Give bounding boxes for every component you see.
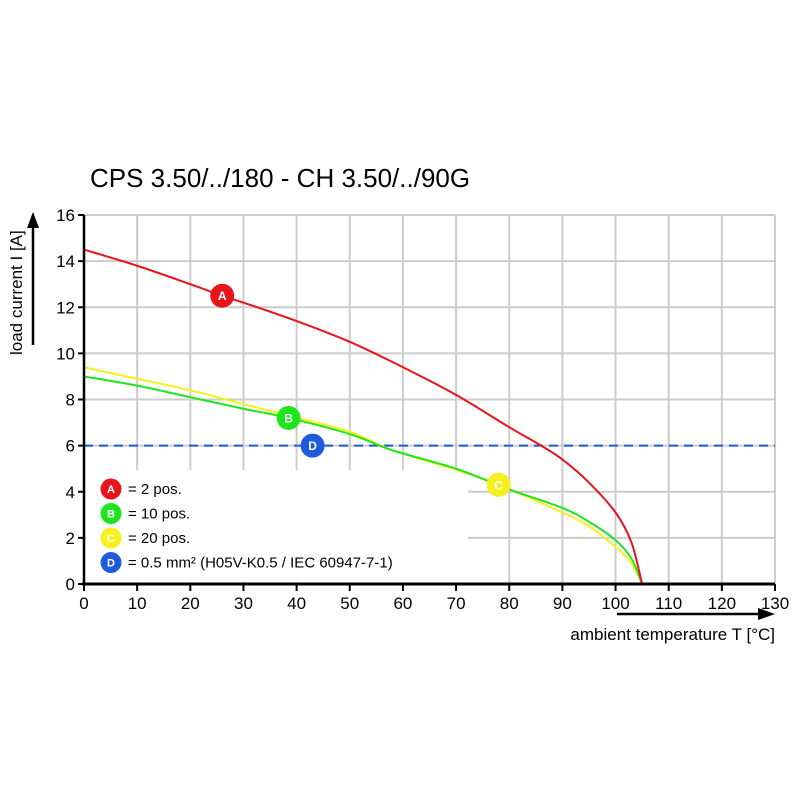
x-axis-label: ambient temperature T [°C]	[570, 625, 775, 644]
y-tick-label: 10	[56, 344, 75, 363]
series-marker-A	[210, 283, 235, 308]
legend-marker-C	[100, 527, 122, 549]
x-tick-label: 120	[708, 594, 736, 613]
x-tick-label: 40	[287, 594, 306, 613]
y-tick-label: 8	[66, 391, 75, 410]
legend-marker-label: B	[107, 509, 115, 521]
legend-marker-B	[100, 503, 122, 524]
x-tick-label: 0	[79, 594, 88, 613]
legend-entry: = 0.5 mm² (H05V-K0.5 / IEC 60947-7-1)	[128, 555, 393, 572]
y-tick-label: 16	[56, 206, 75, 225]
legend-entry: = 20 pos.	[128, 530, 190, 547]
x-tick-label: 20	[181, 594, 200, 613]
x-tick-label: 110	[655, 594, 682, 613]
series-lines	[83, 248, 775, 585]
legend-entry: = 2 pos.	[128, 481, 182, 498]
legend-marker-label: D	[107, 558, 115, 570]
series-line-B	[83, 375, 644, 585]
x-tick-label: 80	[500, 594, 519, 613]
x-tick-label: 90	[553, 594, 572, 613]
legend-marker-label: A	[107, 484, 115, 496]
series-markers: A B C D	[210, 283, 511, 497]
series-line-A	[83, 248, 644, 585]
y-tick-label: 2	[66, 529, 75, 548]
series-marker-label: D	[308, 439, 317, 453]
x-tick-label: 100	[601, 594, 629, 613]
y-axis-label: load current I [A]	[7, 230, 26, 355]
series-marker-label: C	[494, 478, 503, 492]
y-tick-label: 12	[56, 298, 75, 317]
y-tick-label: 4	[66, 483, 75, 502]
series-marker-label: B	[284, 411, 293, 425]
y-tick-label: 14	[56, 252, 75, 271]
x-axis-arrow-head	[758, 608, 775, 620]
legend-entry: = 10 pos.	[128, 506, 190, 523]
x-tick-label: 130	[761, 594, 789, 613]
y-axis-arrow-head	[27, 212, 39, 228]
chart-title: CPS 3.50/../180 - CH 3.50/../90G	[90, 163, 470, 193]
y-tick-label: 0	[66, 575, 75, 594]
legend-entries: A = 2 pos. B = 10 pos. C = 20 pos. D = 0.5 mm² …	[100, 478, 393, 573]
legend	[86, 470, 468, 582]
x-tick-label: 70	[447, 594, 466, 613]
series-marker-B	[276, 405, 301, 430]
axes: 0 10 20 30 40 50 60 70 80 90 100 110 120 130 0 2 4 6 8 10 12…	[27, 206, 789, 620]
legend-marker-label: C	[107, 533, 115, 545]
y-tick-label: 6	[66, 437, 75, 456]
series-marker-label: A	[218, 289, 227, 303]
series-marker-D	[300, 433, 325, 458]
x-tick-label: 50	[340, 594, 359, 613]
series-marker-C	[486, 472, 511, 497]
legend-marker-A	[100, 478, 122, 500]
x-tick-label: 30	[234, 594, 253, 613]
legend-marker-D	[100, 552, 122, 573]
x-tick-label: 10	[128, 594, 147, 613]
x-tick-label: 60	[393, 594, 412, 613]
